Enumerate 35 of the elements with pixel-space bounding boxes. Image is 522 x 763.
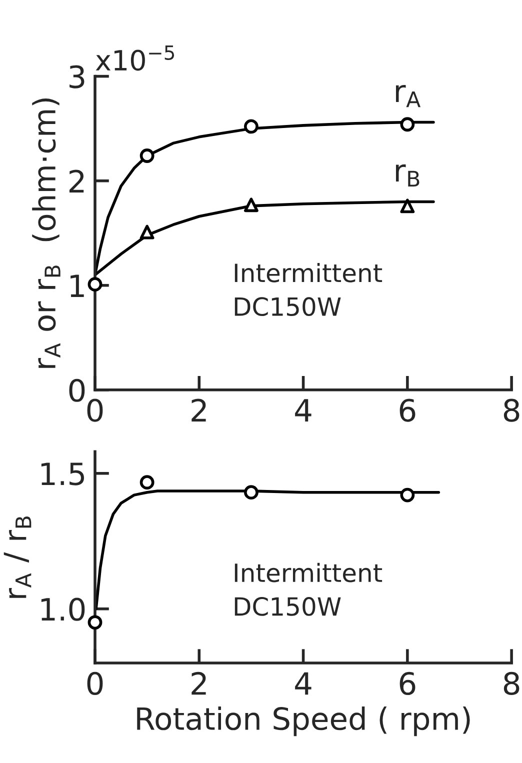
x-tick-label: 0: [87, 672, 103, 696]
point: [400, 488, 415, 502]
point: [244, 119, 258, 134]
point: [88, 277, 102, 292]
x-tick-label: 8: [504, 398, 520, 422]
x-tick-label: 8: [504, 672, 520, 696]
point: [244, 485, 258, 500]
y-tick-label: 3: [70, 65, 84, 88]
y-axis-title: r$_{A}$ / r$_{B}$: [4, 516, 32, 598]
y-axis-title: r$_{A}$ or r$_{B}$ (ohm·cm): [32, 98, 60, 368]
x-tick-label: 2: [192, 398, 206, 422]
point: [244, 198, 258, 212]
series-label: r$_{A}$: [396, 84, 421, 108]
point: [140, 148, 154, 163]
y-tick-label: 1.5: [41, 462, 84, 486]
y-tick-label: 0: [69, 378, 85, 402]
y-tick-label: 2: [69, 170, 84, 192]
point: [140, 224, 154, 240]
x-tick-label: 4: [295, 672, 312, 695]
x-tick-label: 4: [295, 399, 312, 422]
x-tick-label: 0: [87, 398, 103, 422]
point: [400, 117, 415, 132]
series-label: r$_{B}$: [396, 164, 420, 187]
y-tick-label: 1.0: [41, 598, 85, 621]
x-tick-label: 6: [400, 398, 416, 422]
text: x10$^{−5}$: [96, 46, 174, 71]
annotation: Intermittent DC150W: [234, 562, 382, 616]
y-tick-label: 1: [70, 274, 84, 297]
x-tick-label: 6: [400, 672, 416, 696]
point: [88, 615, 102, 630]
point: [140, 475, 154, 490]
annotation: Intermittent DC150W: [234, 263, 382, 316]
point: [400, 198, 415, 214]
x-axis-title: Rotation Speed ( rpm): [137, 706, 470, 736]
x-tick-label: 2: [192, 672, 206, 695]
